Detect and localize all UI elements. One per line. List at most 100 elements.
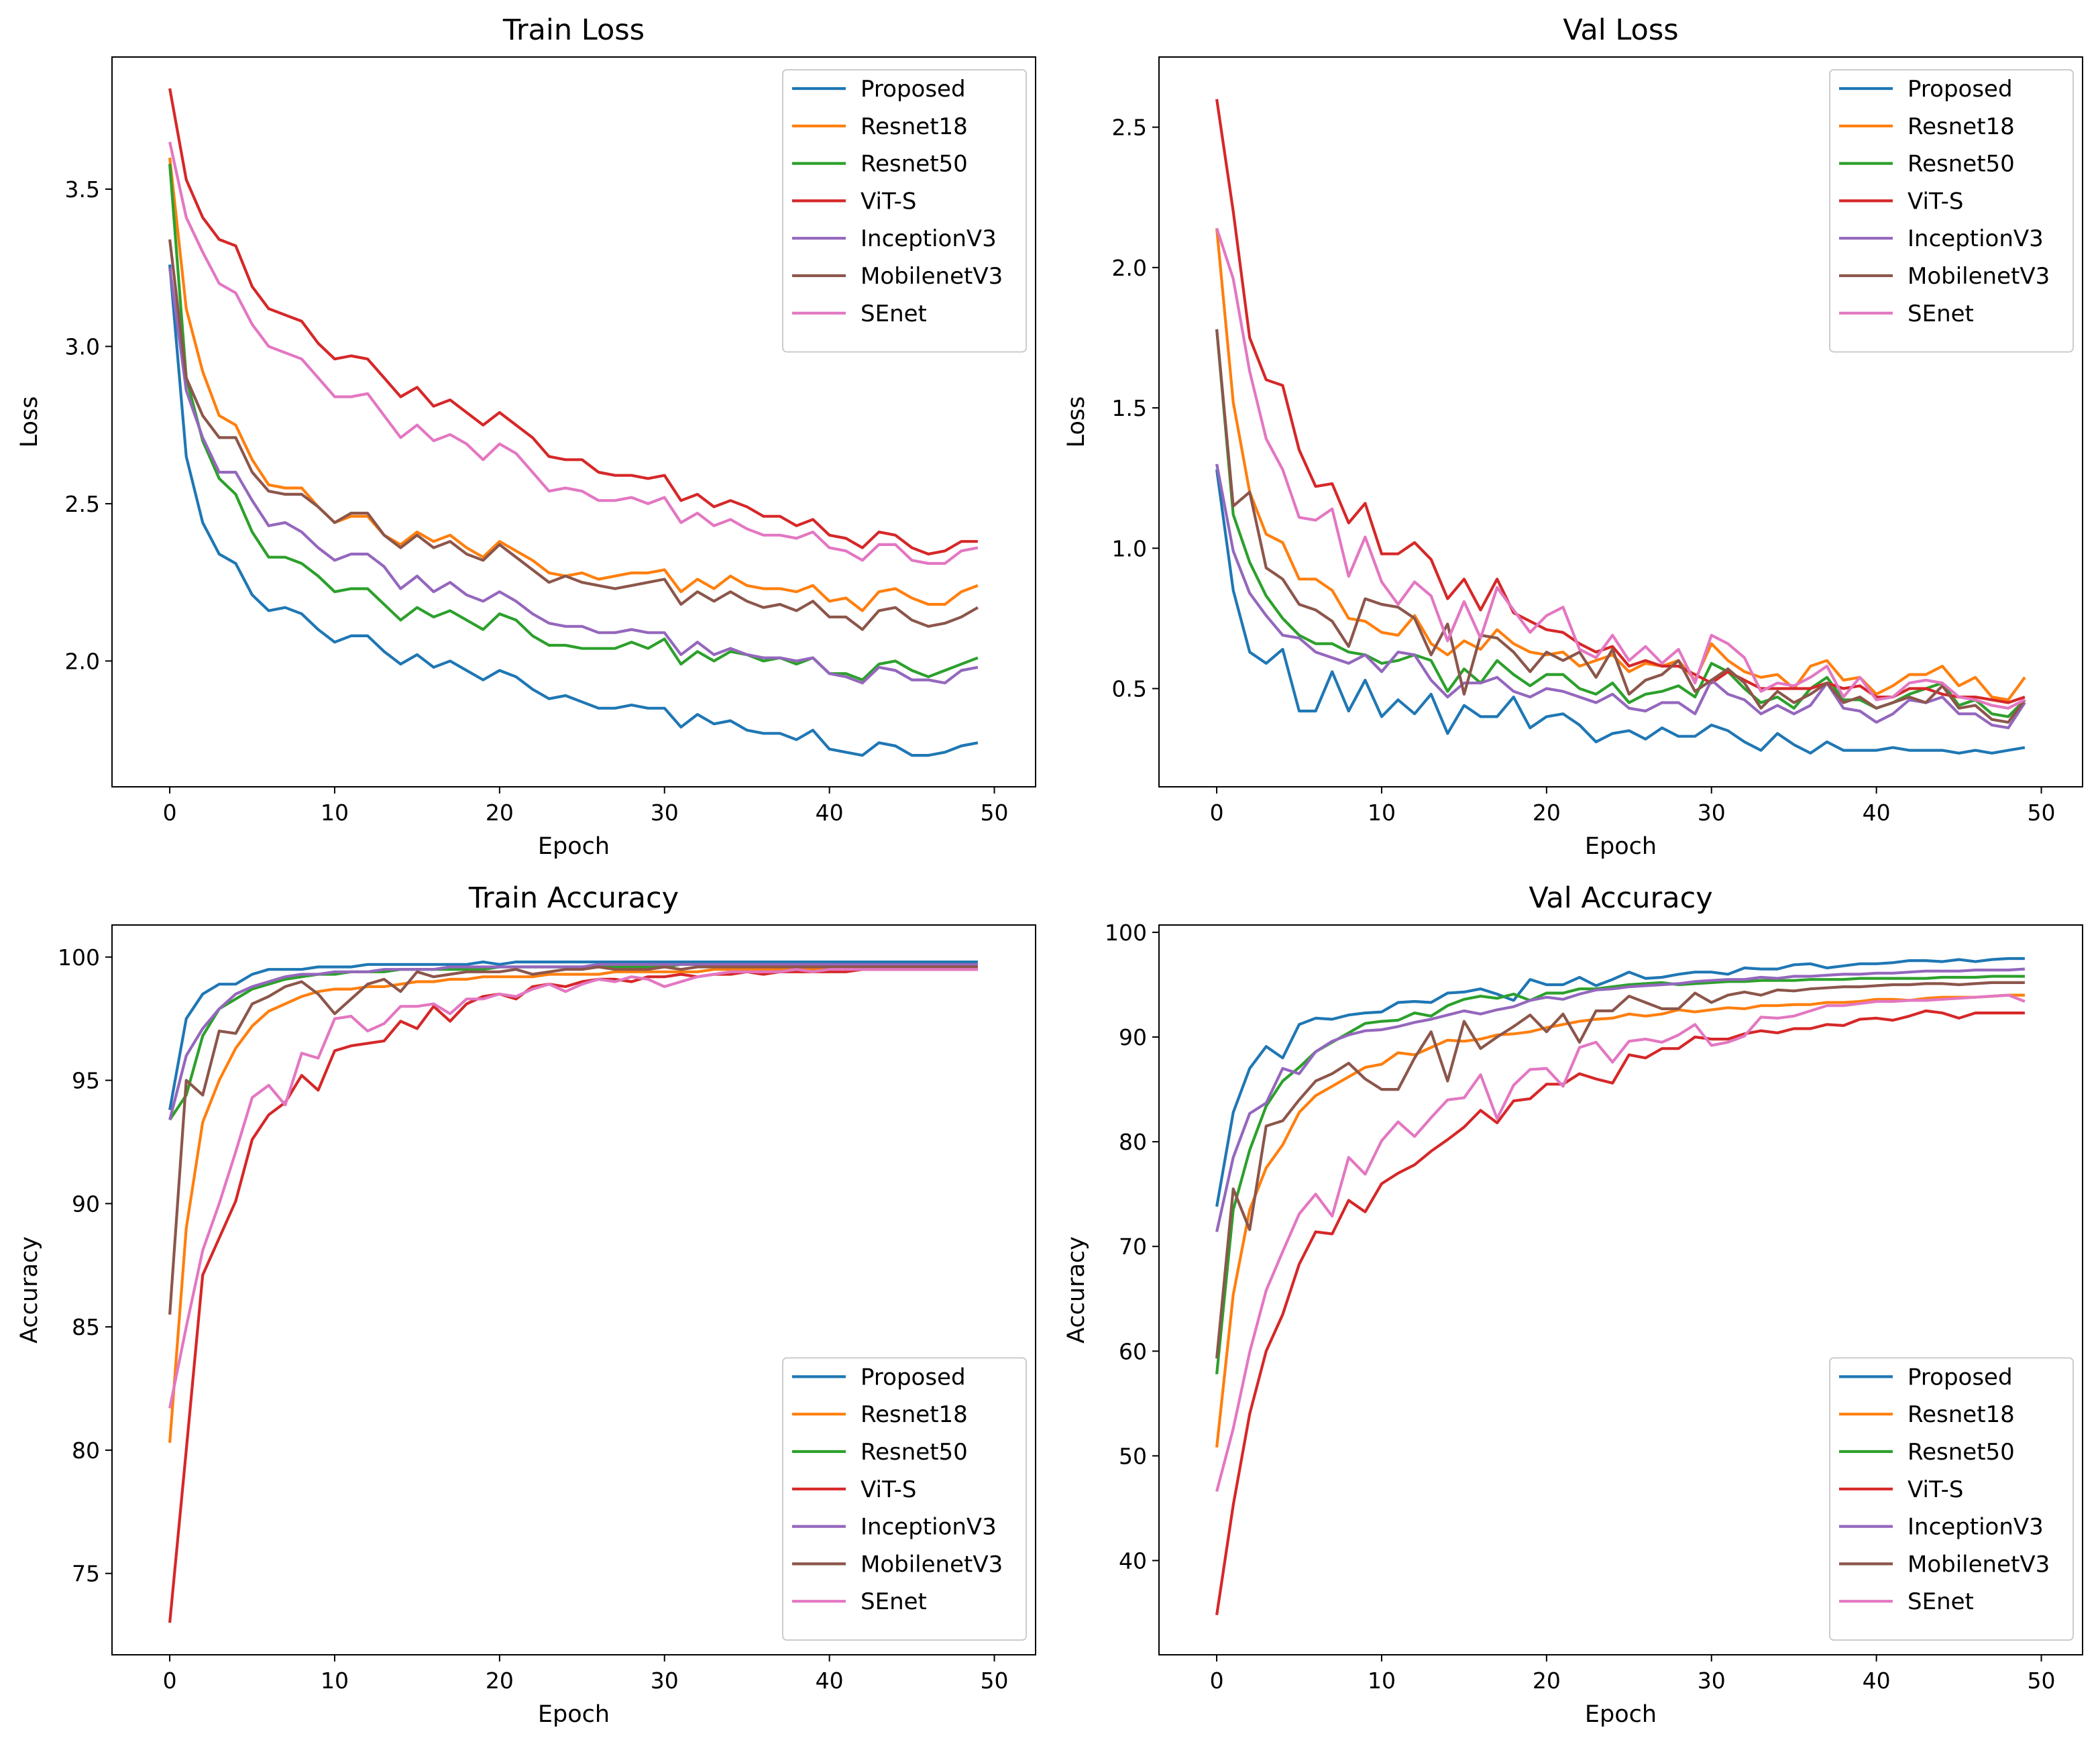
x-tick-label: 40 xyxy=(1863,1668,1891,1694)
legend-item-senet: SEnet xyxy=(1839,301,1974,327)
legend-item-proposed: Proposed xyxy=(1839,1364,2013,1391)
y-axis-label: Loss xyxy=(1063,396,1090,448)
legend-item-mobilenetv3: MobilenetV3 xyxy=(792,263,1003,290)
series-group xyxy=(1215,957,2026,1616)
y-tick-label: 100 xyxy=(58,944,100,971)
y-tick-label: 90 xyxy=(1119,1024,1147,1050)
y-tick-label: 1.5 xyxy=(1112,395,1147,421)
series-group xyxy=(1215,99,2026,755)
x-tick-label: 20 xyxy=(1533,1668,1561,1694)
series-group xyxy=(168,88,979,757)
series-line-resnet18 xyxy=(1215,993,2025,1448)
chart-title: Train Loss xyxy=(502,13,645,47)
x-axis-label: Epoch xyxy=(1585,833,1657,860)
series-line-mobilenetv3 xyxy=(168,239,979,631)
x-tick-label: 10 xyxy=(1368,800,1396,826)
y-tick-label: 3.0 xyxy=(65,333,100,360)
x-tick-label: 50 xyxy=(981,800,1009,826)
series-line-resnet50 xyxy=(1215,975,2025,1374)
legend-label: ViT-S xyxy=(1908,1476,1963,1503)
legend-label: Resnet50 xyxy=(861,151,968,178)
legend-label: MobilenetV3 xyxy=(861,1551,1003,1578)
legend: Proposed Resnet18 Resnet50 ViT-S InceptionV3… xyxy=(782,69,1027,353)
series-line-senet xyxy=(168,142,979,565)
y-axis-label: Accuracy xyxy=(1063,1236,1090,1344)
legend-item-mobilenetv3: MobilenetV3 xyxy=(1839,263,2050,290)
y-tick-label: 2.5 xyxy=(1112,115,1147,141)
series-line-proposed xyxy=(1215,957,2025,1207)
legend-label: Resnet50 xyxy=(1908,151,2015,178)
legend-label: Proposed xyxy=(1908,76,2013,103)
y-tick-label: 80 xyxy=(72,1437,100,1464)
legend: Proposed Resnet18 Resnet50 ViT-S InceptionV3… xyxy=(782,1357,1027,1641)
series-line-proposed xyxy=(1215,469,2026,755)
series-line-proposed xyxy=(168,264,979,757)
legend-item-mobilenetv3: MobilenetV3 xyxy=(1839,1551,2050,1578)
series-line-vit-s xyxy=(168,968,978,1623)
y-axis-label: Accuracy xyxy=(16,1236,43,1344)
series-line-senet xyxy=(1215,227,2026,710)
legend-label: Proposed xyxy=(861,76,966,103)
x-tick-label: 0 xyxy=(1210,1668,1224,1694)
y-tick-label: 70 xyxy=(1119,1234,1147,1260)
series-line-vit-s xyxy=(168,88,978,556)
legend-item-proposed: Proposed xyxy=(1839,76,2013,103)
y-tick-label: 2.0 xyxy=(65,648,100,674)
legend-frame xyxy=(782,69,1027,353)
series-group xyxy=(168,960,978,1623)
legend-label: SEnet xyxy=(861,1588,927,1615)
x-axis-label: Epoch xyxy=(538,833,610,860)
series-line-vit-s xyxy=(1215,1009,2025,1616)
series-line-senet xyxy=(1215,993,2026,1492)
series-line-mobilenetv3 xyxy=(1215,981,2025,1359)
legend-label: MobilenetV3 xyxy=(1908,263,2050,290)
chart-val-loss: Val Loss 0 10 20 30 40 50 0.5 1.0 1.5 2.0 2.5 Epoch L… xyxy=(1063,13,2083,860)
y-axis-label: Loss xyxy=(16,396,43,448)
chart-train-accuracy: Train Accuracy 0 10 20 30 40 50 75 80 85 90 95 100 Ep… xyxy=(16,881,1036,1728)
legend-item-senet: SEnet xyxy=(792,1588,927,1615)
legend-item-resnet50: Resnet50 xyxy=(1839,151,2015,178)
series-line-resnet18 xyxy=(1215,228,2026,702)
legend-item-inceptionv3: InceptionV3 xyxy=(1839,1514,2044,1541)
legend-frame xyxy=(1829,1357,2074,1641)
series-line-inceptionv3 xyxy=(1215,967,2026,1232)
series-line-proposed xyxy=(168,960,978,1111)
legend-label: MobilenetV3 xyxy=(861,263,1003,290)
legend-item-resnet18: Resnet18 xyxy=(792,1401,968,1428)
legend-item-vit-s: ViT-S xyxy=(1839,188,1963,215)
legend-item-resnet50: Resnet50 xyxy=(792,151,968,178)
x-tick-label: 30 xyxy=(1698,1668,1726,1694)
x-tick-label: 50 xyxy=(981,1668,1009,1694)
legend-label: SEnet xyxy=(861,301,927,327)
y-tick-label: 85 xyxy=(72,1314,100,1340)
series-line-inceptionv3 xyxy=(1215,464,2026,730)
x-tick-label: 0 xyxy=(1210,800,1224,826)
x-tick-label: 10 xyxy=(1368,1668,1396,1694)
legend-item-vit-s: ViT-S xyxy=(792,1476,916,1503)
legend-item-mobilenetv3: MobilenetV3 xyxy=(792,1551,1003,1578)
legend-item-proposed: Proposed xyxy=(792,1364,966,1391)
legend-label: Resnet50 xyxy=(861,1439,968,1466)
x-tick-label: 30 xyxy=(651,1668,679,1694)
legend-label: Resnet18 xyxy=(861,1401,968,1428)
y-tick-label: 2.5 xyxy=(65,491,100,517)
y-tick-label: 40 xyxy=(1119,1548,1147,1574)
legend-label: ViT-S xyxy=(861,1476,916,1503)
legend-label: MobilenetV3 xyxy=(1908,1551,2050,1578)
legend-label: SEnet xyxy=(1908,301,1974,327)
y-tick-label: 3.5 xyxy=(65,176,100,203)
legend-item-senet: SEnet xyxy=(792,301,927,327)
y-tick-label: 0.5 xyxy=(1112,676,1147,702)
plot-frame xyxy=(111,56,1036,787)
legend-label: ViT-S xyxy=(861,188,916,215)
y-tick-label: 1.0 xyxy=(1112,535,1147,561)
x-tick-label: 50 xyxy=(2028,800,2056,826)
series-line-resnet50 xyxy=(168,164,979,682)
x-tick-label: 40 xyxy=(1863,800,1891,826)
legend-label: InceptionV3 xyxy=(1908,1514,2044,1541)
legend-label: Resnet18 xyxy=(1908,1401,2015,1428)
x-tick-label: 0 xyxy=(163,1668,177,1694)
chart-val-accuracy: Val Accuracy 0 10 20 30 40 50 40 50 60 70 80 90 100 Ep… xyxy=(1063,881,2083,1728)
legend-label: Proposed xyxy=(1908,1364,2013,1391)
